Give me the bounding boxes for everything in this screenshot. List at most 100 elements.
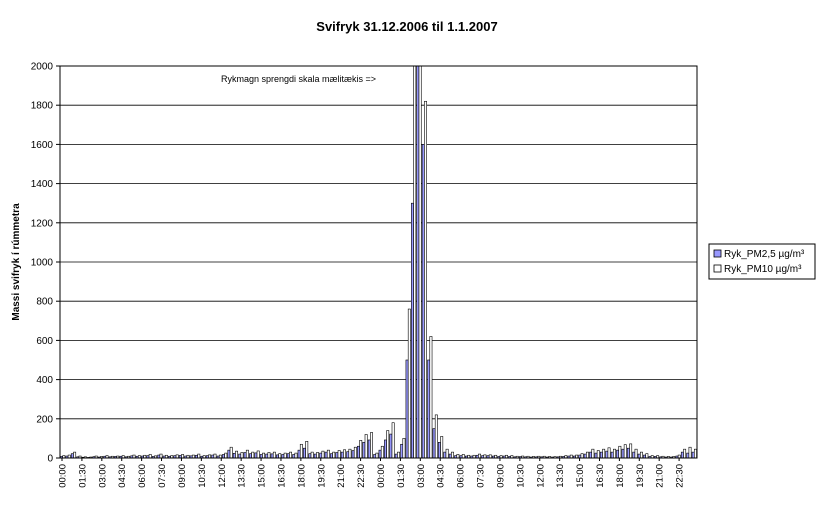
bar — [303, 447, 306, 459]
bar — [348, 448, 352, 459]
x-tick-label: 03:00 — [97, 464, 108, 488]
bar — [289, 451, 292, 459]
bar — [222, 454, 225, 459]
x-axis-ticks: 00:00 01:30 03:00 04:30 06:00 07:30 09:00 10:30… — [58, 458, 686, 488]
bar — [683, 448, 687, 459]
bar — [602, 448, 606, 459]
bar — [402, 438, 406, 459]
bar — [429, 336, 433, 459]
bar — [451, 451, 454, 459]
bar — [286, 453, 290, 459]
bar — [411, 202, 414, 459]
bar — [232, 452, 236, 459]
bar — [691, 451, 695, 459]
bar — [343, 449, 346, 459]
bar — [623, 444, 627, 459]
bar — [324, 451, 328, 459]
bar — [281, 454, 285, 459]
y-tick-label: 200 — [36, 414, 53, 425]
bar — [224, 452, 228, 459]
bar — [626, 447, 630, 459]
bar — [443, 451, 447, 459]
x-tick-label: 01:30 — [396, 464, 407, 488]
x-tick-label: 10:30 — [197, 464, 208, 488]
bar — [181, 454, 185, 459]
bar — [249, 453, 252, 459]
y-tick-label: 0 — [47, 454, 53, 465]
bar — [278, 453, 282, 459]
bar — [229, 446, 233, 459]
legend: Ryk_PM2,5 µg/m³ Ryk_PM10 µg/m³ — [708, 243, 816, 280]
x-tick-label: 13:30 — [555, 464, 566, 488]
x-tick-label: 18:00 — [296, 464, 307, 488]
bar — [235, 450, 239, 459]
x-tick-label: 06:00 — [137, 464, 148, 488]
bar — [645, 453, 649, 459]
bar — [283, 452, 287, 459]
bar — [73, 451, 77, 459]
bar — [438, 442, 441, 459]
bar — [332, 451, 336, 459]
bar — [265, 453, 269, 459]
bar — [637, 453, 641, 459]
bar — [70, 453, 74, 459]
legend-swatch-pm25 — [713, 249, 722, 258]
y-tick-label: 1800 — [31, 101, 54, 112]
bar — [256, 450, 260, 459]
bar — [583, 453, 587, 459]
x-tick-label: 03:00 — [416, 464, 427, 488]
x-tick-label: 07:30 — [476, 464, 487, 488]
x-tick-label: 12:00 — [217, 464, 228, 488]
bar — [243, 452, 247, 459]
bar — [197, 453, 201, 459]
bar — [686, 452, 690, 459]
bar — [259, 454, 263, 459]
bar — [337, 450, 341, 459]
bar — [380, 445, 384, 459]
legend-label-pm25: Ryk_PM2,5 µg/m³ — [724, 249, 805, 260]
bar — [432, 428, 436, 459]
bar — [251, 451, 255, 459]
y-tick-label: 1000 — [31, 258, 54, 269]
bar — [272, 451, 276, 459]
bar — [680, 451, 684, 459]
bar — [424, 100, 427, 459]
bar — [375, 452, 379, 459]
bar — [308, 453, 312, 459]
bar — [610, 451, 614, 459]
bar — [616, 449, 620, 459]
x-tick-label: 22:30 — [675, 464, 686, 488]
y-tick-label: 400 — [36, 375, 53, 386]
bar — [213, 453, 217, 459]
bar — [254, 452, 258, 459]
bar — [299, 443, 303, 459]
y-tick-label: 1200 — [31, 218, 54, 229]
chart-title: Svifryk 31.12.2006 til 1.1.2007 — [316, 19, 497, 34]
x-tick-label: 04:30 — [117, 464, 128, 488]
legend-label-pm10: Ryk_PM10 µg/m³ — [724, 264, 802, 275]
y-tick-label: 800 — [36, 297, 53, 308]
bar — [386, 430, 390, 459]
bar — [364, 434, 368, 459]
bar — [159, 453, 163, 459]
x-tick-label: 12:00 — [535, 464, 546, 488]
x-tick-label: 15:00 — [575, 464, 586, 488]
x-tick-label: 01:30 — [77, 464, 88, 488]
x-tick-label: 00:00 — [58, 464, 69, 488]
x-tick-label: 21:00 — [336, 464, 347, 488]
bar — [693, 448, 697, 459]
bar — [613, 448, 616, 459]
bar — [427, 359, 431, 459]
bar — [297, 449, 301, 459]
bar — [607, 447, 611, 459]
bar — [340, 451, 344, 459]
gridlines — [60, 104, 697, 420]
y-tick-label: 2000 — [31, 62, 54, 73]
bar — [418, 65, 422, 459]
bar — [326, 449, 330, 459]
x-tick-label: 06:00 — [456, 464, 467, 488]
bars — [60, 65, 697, 459]
bar — [316, 452, 319, 459]
x-tick-label: 19:30 — [316, 464, 327, 488]
